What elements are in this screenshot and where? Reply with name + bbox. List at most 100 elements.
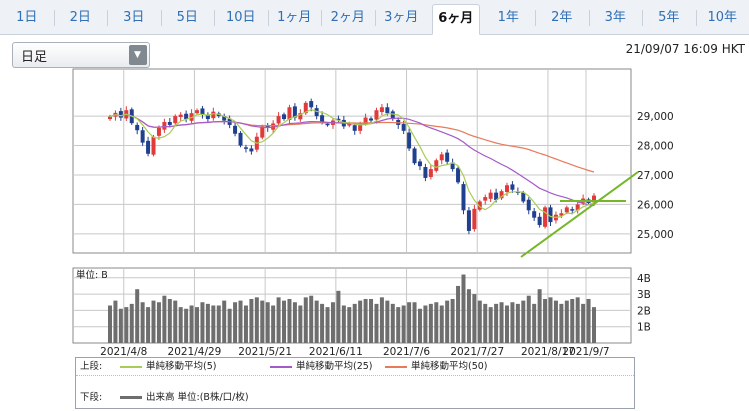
volume-bar xyxy=(195,307,200,343)
volume-bar xyxy=(363,298,368,343)
volume-bar xyxy=(510,302,515,343)
volume-bar xyxy=(428,303,433,343)
legend-lower-label: 下段: xyxy=(80,392,103,403)
candle-body xyxy=(488,192,493,199)
tab-14[interactable]: 10年 xyxy=(707,10,738,25)
tab-4[interactable]: 5日 xyxy=(176,10,198,25)
volume-bar xyxy=(233,302,238,343)
volume-bar xyxy=(135,289,140,343)
candle-body xyxy=(537,216,542,226)
interval-select[interactable]: 日足 ▼ xyxy=(12,42,150,68)
volume-bar xyxy=(466,289,471,343)
candle-body xyxy=(423,167,428,178)
ma5-swatch xyxy=(120,365,142,368)
volume-tick-label: 1B xyxy=(637,322,651,334)
candle-body xyxy=(472,208,477,230)
volume-bar xyxy=(358,300,363,343)
volume-bar xyxy=(249,298,254,343)
candle-body xyxy=(456,168,461,183)
tab-1[interactable]: 1日 xyxy=(16,10,38,25)
legend-volume-label: 出来高 単位:(B株/口/枚) xyxy=(146,392,249,403)
price-tick-label: 28,000 xyxy=(637,141,674,153)
volume-bar xyxy=(124,307,129,343)
volume-bar xyxy=(200,302,205,343)
trend-line-rising xyxy=(520,171,639,258)
candle-body xyxy=(450,162,455,170)
legend-ma5-label: 単純移動平均(5) xyxy=(146,361,217,372)
tab-separator xyxy=(642,10,643,26)
candle-body xyxy=(195,110,200,114)
volume-bar xyxy=(461,274,466,343)
tab-separator xyxy=(321,10,322,26)
price-tick-label: 27,000 xyxy=(637,170,674,182)
volume-bar xyxy=(146,307,151,343)
candle-body xyxy=(271,123,276,130)
volume-bar xyxy=(586,298,591,343)
date-tick-label: 2021/7/27 xyxy=(450,346,504,358)
candle-body xyxy=(292,106,297,118)
price-pane-frame xyxy=(72,68,632,254)
tab-11[interactable]: 2年 xyxy=(551,10,573,25)
tab-9[interactable]: 6ヶ月 xyxy=(432,4,480,35)
volume-bar xyxy=(559,303,564,343)
volume-bar xyxy=(151,300,156,343)
tab-5[interactable]: 10日 xyxy=(225,10,256,25)
volume-bar xyxy=(390,303,395,343)
candle-body xyxy=(461,184,466,211)
volume-bar xyxy=(260,300,265,343)
tab-6[interactable]: 1ヶ月 xyxy=(277,10,312,25)
volume-unit-label: 単位: B xyxy=(76,269,108,281)
volume-bar xyxy=(184,308,189,343)
volume-bar xyxy=(504,305,509,343)
tab-8[interactable]: 3ヶ月 xyxy=(384,10,419,25)
volume-bar xyxy=(445,300,450,343)
candle-body xyxy=(564,207,569,213)
volume-bar xyxy=(336,290,341,343)
tab-13[interactable]: 5年 xyxy=(658,10,680,25)
dropdown-arrow-icon[interactable]: ▼ xyxy=(129,45,147,65)
date-tick-label: 2021/5/21 xyxy=(238,346,292,358)
candle-body xyxy=(173,116,178,124)
volume-bar xyxy=(472,294,477,343)
tab-separator xyxy=(588,10,590,26)
volume-bar xyxy=(379,297,384,343)
period-tab-bar: 1日 2日 3日 5日 10日 1ヶ月 2ヶ月 3ヶ月 6ヶ月 1年 2年 3年 5年 10年 xyxy=(0,0,749,35)
candle-body xyxy=(390,111,395,120)
volume-bar xyxy=(407,302,412,343)
legend-divider xyxy=(76,375,634,376)
tab-7[interactable]: 2ヶ月 xyxy=(330,10,365,25)
candle-body xyxy=(347,123,352,126)
volume-tick-label: 4B xyxy=(637,273,651,285)
volume-bar xyxy=(118,308,123,343)
legend-ma50-label: 単純移動平均(50) xyxy=(411,361,488,372)
volume-bar xyxy=(113,300,118,343)
volume-bar xyxy=(412,302,417,343)
volume-bar xyxy=(243,305,248,343)
candle-body xyxy=(287,107,292,120)
candle-body xyxy=(205,115,210,120)
tab-3[interactable]: 3日 xyxy=(123,10,145,25)
volume-bar xyxy=(450,298,455,343)
volume-bar xyxy=(488,307,493,343)
candle-body xyxy=(445,152,450,162)
tab-2[interactable]: 2日 xyxy=(69,10,91,25)
candle-body xyxy=(510,184,515,190)
volume-bar xyxy=(271,305,276,343)
volume-bar xyxy=(108,305,112,343)
volume-pane-frame xyxy=(72,267,632,344)
tab-separator xyxy=(53,10,55,26)
tab-separator xyxy=(374,10,376,26)
tab-10[interactable]: 1年 xyxy=(497,10,519,25)
tab-12[interactable]: 3年 xyxy=(604,10,626,25)
volume-tick-label: 3B xyxy=(637,289,651,301)
candle-body xyxy=(407,132,412,149)
candle-body xyxy=(358,124,363,131)
candle-body xyxy=(282,114,287,120)
candle-body xyxy=(178,114,183,117)
volume-bar xyxy=(216,305,221,343)
chart-legend: 上段: 単純移動平均(5) 単純移動平均(25) 単純移動平均(50) 下段: … xyxy=(75,357,635,409)
candle-body xyxy=(548,207,553,223)
candle-body xyxy=(379,107,384,112)
candle-body xyxy=(434,160,439,171)
candle-body xyxy=(374,110,379,120)
